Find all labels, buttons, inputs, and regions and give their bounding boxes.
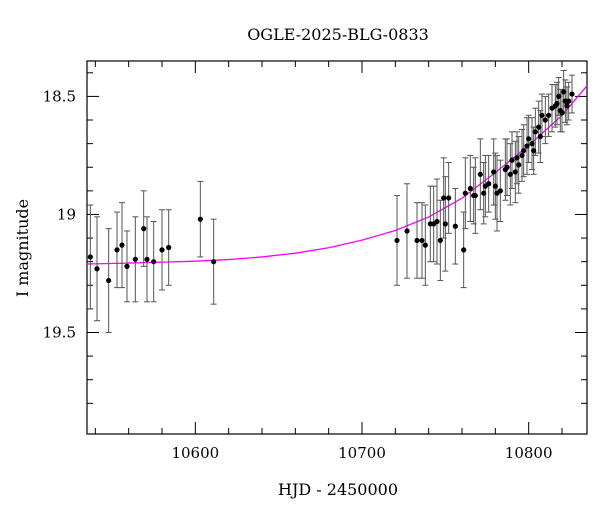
data-point [404, 228, 410, 234]
data-point [197, 216, 203, 222]
data-point [119, 242, 125, 248]
data-point [521, 148, 527, 154]
data-point [442, 221, 448, 227]
data-point [514, 155, 520, 161]
data-point [211, 259, 217, 265]
data-point [566, 98, 572, 104]
x-tick-label: 10700 [338, 444, 386, 462]
data-point [87, 254, 93, 260]
data-point [434, 218, 440, 225]
data-point [441, 195, 447, 201]
plot-frame [86, 60, 588, 435]
major-ticks [87, 61, 587, 434]
y-tick-label: 19.5 [43, 323, 76, 341]
data-point [507, 171, 513, 177]
x-axis-label: HJD - 2450000 [278, 480, 398, 499]
data-point [536, 124, 542, 130]
data-point [132, 256, 138, 262]
data-point [529, 141, 535, 147]
data-point [569, 91, 575, 97]
data-point [422, 242, 428, 248]
error-bars [87, 69, 575, 333]
data-point [481, 190, 487, 196]
data-point [497, 188, 503, 194]
data-point [166, 244, 172, 251]
data-point [141, 226, 147, 232]
y-tick-label: 19 [57, 205, 76, 223]
data-point [461, 247, 467, 253]
data-point [94, 266, 100, 272]
y-tick-label: 18.5 [43, 87, 76, 105]
data-point [486, 181, 492, 187]
data-points [87, 89, 575, 284]
data-point [114, 247, 120, 253]
data-point [446, 195, 452, 201]
data-point [106, 277, 112, 284]
data-point [516, 162, 522, 168]
data-point [537, 133, 543, 140]
data-point [477, 171, 483, 177]
data-point [564, 103, 570, 109]
data-point [512, 169, 518, 175]
data-point [394, 237, 400, 244]
data-point [531, 148, 537, 154]
data-point [437, 237, 443, 244]
data-point [491, 169, 497, 175]
x-tick-labels: 10600 10700 10800 [171, 444, 552, 462]
data-point [492, 183, 498, 189]
data-point [526, 136, 532, 142]
data-point [546, 112, 552, 118]
data-point [554, 100, 560, 107]
data-point [556, 93, 562, 100]
data-point [561, 89, 567, 95]
data-point [472, 192, 478, 199]
data-point [124, 263, 130, 269]
data-point [519, 152, 525, 159]
data-point [542, 117, 548, 123]
y-axis-label: I magnitude [13, 199, 32, 297]
data-point [419, 237, 425, 244]
data-point [559, 110, 565, 116]
y-tick-labels: 18.5 19 19.5 [43, 87, 76, 341]
data-point [414, 237, 420, 244]
data-point [504, 164, 510, 170]
data-point [509, 157, 515, 163]
data-point [144, 256, 150, 262]
data-point [532, 129, 538, 135]
data-point [539, 112, 545, 118]
x-tick-label: 10600 [171, 444, 219, 462]
data-point [524, 143, 530, 149]
data-point [151, 259, 157, 265]
data-point [462, 190, 468, 196]
data-point [452, 223, 458, 229]
x-tick-label: 10800 [505, 444, 553, 462]
data-point [159, 247, 165, 253]
chart-title: OGLE-2025-BLG-0833 [247, 25, 429, 44]
data-point [467, 185, 473, 192]
